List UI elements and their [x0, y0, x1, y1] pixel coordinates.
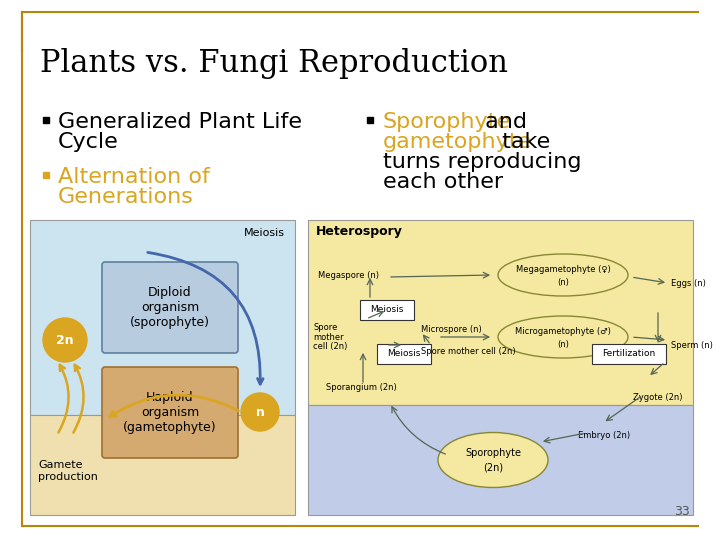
Text: (2n): (2n)	[483, 463, 503, 473]
Text: n: n	[256, 406, 264, 419]
FancyBboxPatch shape	[30, 415, 295, 515]
Text: Eggs (n): Eggs (n)	[671, 279, 706, 287]
FancyBboxPatch shape	[308, 405, 693, 515]
Text: Sporophyte: Sporophyte	[383, 112, 511, 132]
Text: turns reproducing: turns reproducing	[383, 152, 582, 172]
Text: gametophyte: gametophyte	[383, 132, 532, 152]
FancyBboxPatch shape	[308, 220, 693, 405]
FancyBboxPatch shape	[30, 220, 295, 415]
Circle shape	[241, 393, 279, 431]
Text: Cycle: Cycle	[58, 132, 119, 152]
FancyBboxPatch shape	[360, 300, 414, 320]
Text: Sporangium (2n): Sporangium (2n)	[326, 382, 397, 392]
FancyBboxPatch shape	[377, 344, 431, 364]
Text: 33: 33	[674, 505, 690, 518]
Text: Sperm (n): Sperm (n)	[671, 341, 713, 349]
Text: Embryo (2n): Embryo (2n)	[578, 430, 630, 440]
Text: each other: each other	[383, 172, 503, 192]
Text: cell (2n): cell (2n)	[313, 342, 347, 352]
Text: Generations: Generations	[58, 187, 194, 207]
Text: Diploid
organism
(sporophyte): Diploid organism (sporophyte)	[130, 286, 210, 329]
Text: Alternation of: Alternation of	[58, 167, 210, 187]
FancyBboxPatch shape	[102, 367, 238, 458]
Text: Zygote (2n): Zygote (2n)	[633, 393, 683, 402]
FancyBboxPatch shape	[592, 344, 666, 364]
Text: Megaspore (n): Megaspore (n)	[318, 271, 379, 280]
Text: Plants vs. Fungi Reproduction: Plants vs. Fungi Reproduction	[40, 48, 508, 79]
Ellipse shape	[498, 254, 628, 296]
Text: Sporophyte: Sporophyte	[465, 448, 521, 458]
Ellipse shape	[438, 433, 548, 488]
Text: (n): (n)	[557, 341, 569, 349]
Circle shape	[43, 318, 87, 362]
Text: Heterospory: Heterospory	[316, 225, 403, 238]
Text: Spore mother cell (2n): Spore mother cell (2n)	[421, 348, 516, 356]
Text: Microspore (n): Microspore (n)	[421, 326, 482, 334]
Text: Haploid
organism
(gametophyte): Haploid organism (gametophyte)	[123, 391, 217, 434]
Text: and: and	[478, 112, 527, 132]
Ellipse shape	[498, 316, 628, 358]
Text: Microgametophyte (♂): Microgametophyte (♂)	[515, 327, 611, 336]
Text: Meiosis: Meiosis	[370, 306, 404, 314]
Text: (n): (n)	[557, 279, 569, 287]
Text: Megagametophyte (♀): Megagametophyte (♀)	[516, 266, 611, 274]
Text: mother: mother	[313, 333, 343, 341]
FancyBboxPatch shape	[102, 262, 238, 353]
Text: Gamete
production: Gamete production	[38, 460, 98, 482]
Text: Meiosis: Meiosis	[244, 228, 285, 238]
Text: Meiosis: Meiosis	[387, 349, 420, 359]
Text: Spore: Spore	[313, 322, 338, 332]
Text: Generalized Plant Life: Generalized Plant Life	[58, 112, 302, 132]
Text: 2n: 2n	[56, 334, 74, 347]
Text: Fertilization: Fertilization	[603, 349, 656, 359]
Text: take: take	[495, 132, 550, 152]
